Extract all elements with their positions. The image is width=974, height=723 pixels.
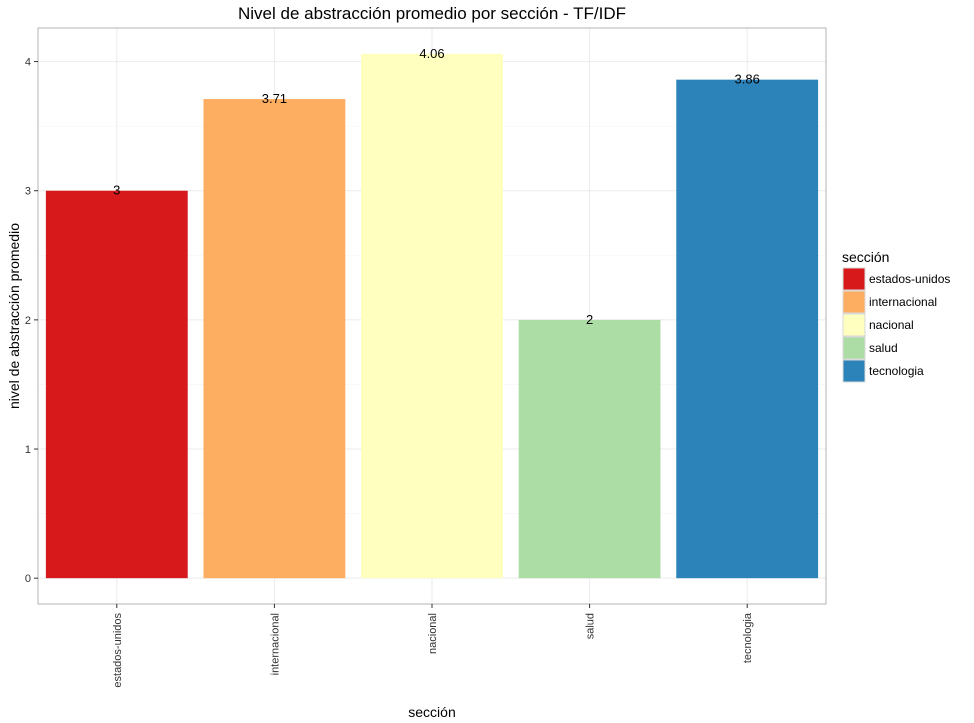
data-label-estados-unidos: 3 [113,183,120,198]
legend-label-salud: salud [869,341,898,355]
legend-key-salud [842,336,866,360]
legend-label-nacional: nacional [869,318,914,332]
y-tick-label: 0 [25,573,31,585]
x-tick-label-internacional: internacional [269,613,281,675]
data-labels: 3 3.71 4.06 2 3.86 [113,46,760,327]
y-tick-label: 4 [25,57,31,69]
legend-label-tecnologia: tecnologia [869,364,924,378]
y-tick-label: 3 [25,186,31,198]
legend-label-internacional: internacional [869,295,937,309]
data-label-salud: 2 [586,312,593,327]
legend-key-nacional [842,313,866,337]
legend: sección estados-unidos internacional nacio… [842,249,950,383]
data-label-internacional: 3.71 [262,91,287,106]
data-label-tecnologia: 3.86 [735,72,760,87]
x-tick-label-salud: salud [585,613,597,639]
x-axis-title: sección [408,704,455,720]
x-tick-label-tecnologia: tecnologia [742,612,754,663]
legend-title: sección [842,249,889,265]
y-axis-title: nivel de abstracción promedio [6,223,22,409]
legend-key-internacional [842,290,866,314]
chart-title: Nivel de abstracción promedio por secció… [238,4,626,23]
x-tick-label-estados-unidos: estados-unidos [112,613,124,688]
bar-tecnologia [676,79,819,579]
legend-key-tecnologia [842,359,866,383]
y-tick-label: 2 [25,315,31,327]
bar-internacional [203,99,346,579]
legend-label-estados-unidos: estados-unidos [869,272,950,286]
legend-key-estados-unidos [842,267,866,291]
bar-estados-unidos [45,190,188,579]
x-axis: estados-unidos internacional nacional salud… [112,604,754,688]
bar-nacional [361,53,503,579]
data-label-nacional: 4.06 [419,46,444,61]
y-tick-label: 1 [25,444,31,456]
bars [45,53,819,579]
y-axis: 0 1 2 3 4 [25,57,38,585]
x-tick-label-nacional: nacional [427,613,439,654]
bar-salud [518,319,661,579]
